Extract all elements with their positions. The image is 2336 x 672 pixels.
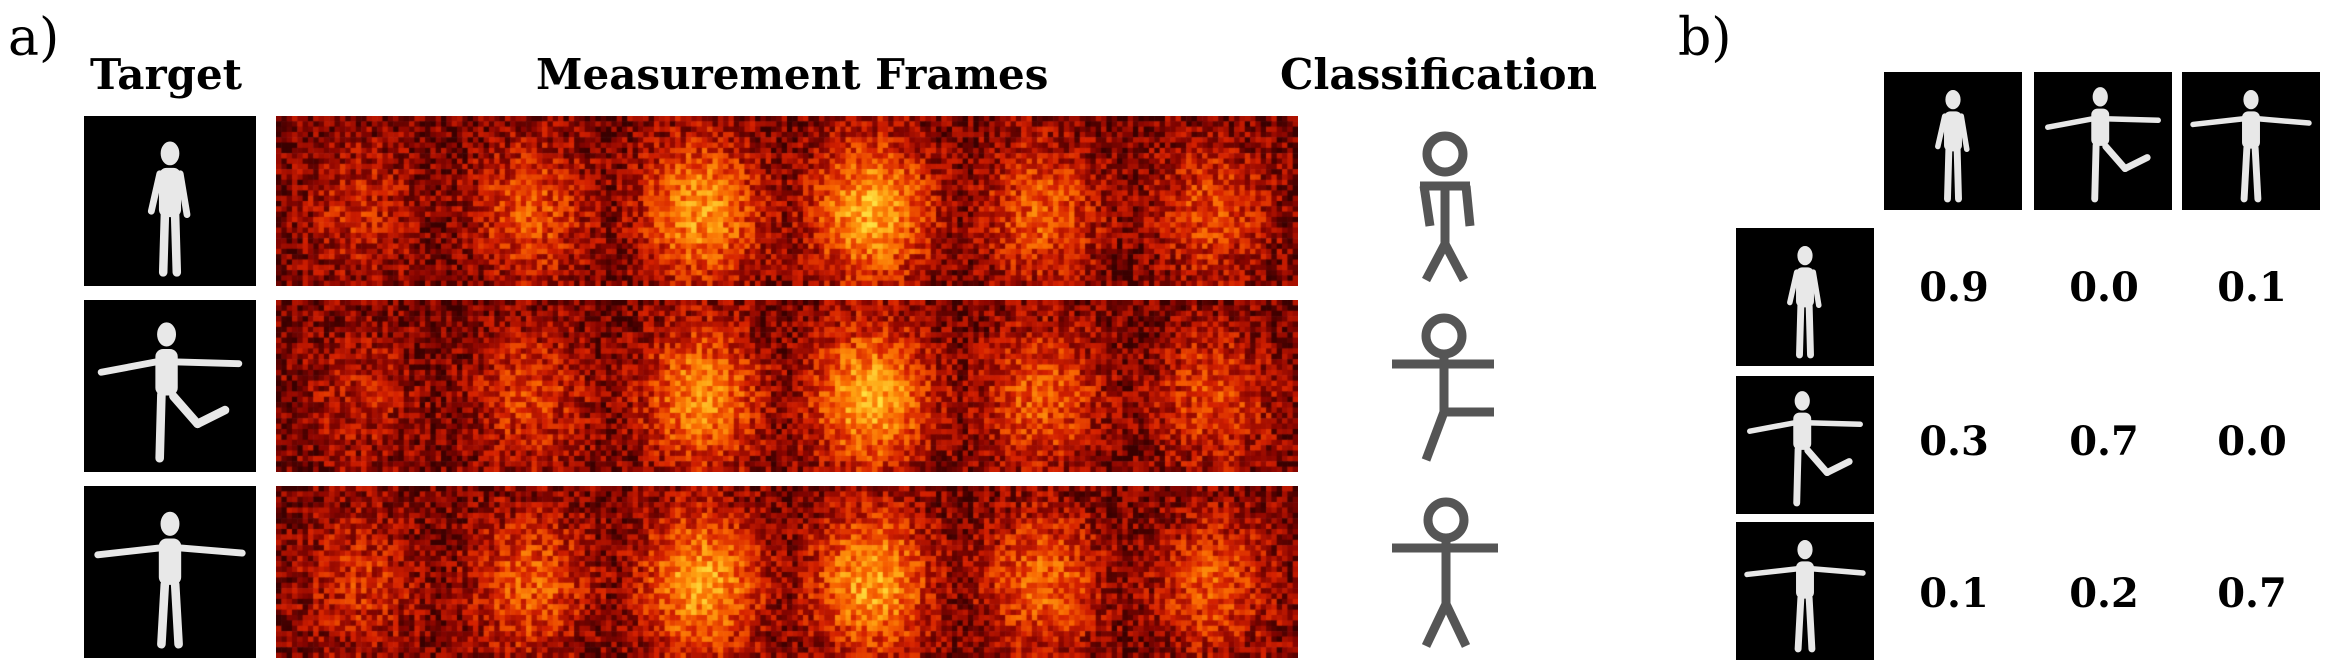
- target-image-row-3: [84, 486, 256, 658]
- matrix-row-image-3: [1736, 522, 1874, 660]
- classification-icon-row-1: [1390, 130, 1500, 290]
- header-target: Target: [90, 50, 243, 99]
- matrix-value-r2-c3: 0.0: [2217, 418, 2287, 465]
- classification-icon-row-3: [1386, 496, 1506, 656]
- target-image-row-1: [84, 116, 256, 286]
- panel-a-label: a): [8, 8, 60, 68]
- matrix-value-r3-c1: 0.1: [1919, 570, 1989, 617]
- header-measurement-frames: Measurement Frames: [536, 50, 1049, 99]
- matrix-row-image-2: [1736, 376, 1874, 514]
- panel-b-label: b): [1678, 8, 1732, 68]
- matrix-value-r3-c3: 0.7: [2217, 570, 2287, 617]
- matrix-row-image-1: [1736, 228, 1874, 366]
- target-image-row-2: [84, 300, 256, 472]
- matrix-value-r3-c2: 0.2: [2069, 570, 2139, 617]
- classification-icon-row-2: [1386, 312, 1506, 472]
- measurement-frames-row-3: [276, 486, 1298, 658]
- matrix-column-image-2: [2034, 72, 2172, 210]
- matrix-column-image-3: [2182, 72, 2320, 210]
- matrix-value-r2-c1: 0.3: [1919, 418, 1989, 465]
- matrix-column-image-1: [1884, 72, 2022, 210]
- measurement-frames-row-1: [276, 116, 1298, 286]
- matrix-value-r1-c2: 0.0: [2069, 264, 2139, 311]
- matrix-value-r1-c3: 0.1: [2217, 264, 2287, 311]
- header-classification: Classification: [1280, 50, 1598, 99]
- matrix-value-r2-c2: 0.7: [2069, 418, 2139, 465]
- measurement-frames-row-2: [276, 300, 1298, 472]
- matrix-value-r1-c1: 0.9: [1919, 264, 1989, 311]
